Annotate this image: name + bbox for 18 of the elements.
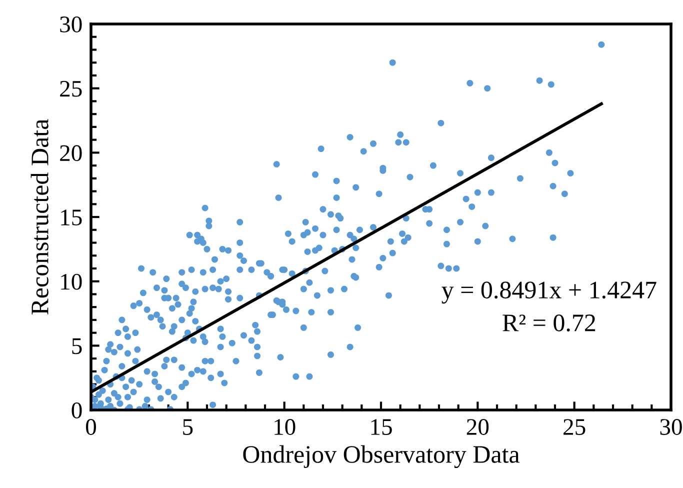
y-tick-label: 0 <box>72 402 82 418</box>
x-tick-label: 20 <box>466 419 489 435</box>
y-tick-label: 5 <box>72 338 82 354</box>
x-tick-label: 0 <box>86 419 96 435</box>
x-tick-label: 30 <box>660 419 682 435</box>
y-tick-label: 10 <box>61 274 82 290</box>
x-tick-label: 25 <box>564 419 586 435</box>
x-tick-label: 5 <box>183 419 193 435</box>
annotation: R² = 0.72 <box>502 314 596 332</box>
y-tick-label: 20 <box>60 145 82 162</box>
y-tick-label: 15 <box>61 210 82 226</box>
y-tick-label: 25 <box>60 80 82 97</box>
x-tick-label: 15 <box>371 419 392 435</box>
x-tick-label: 10 <box>274 419 296 435</box>
y-tick-label: 30 <box>60 16 82 32</box>
annotation: y = 0.8491x + 1.4247 <box>442 282 656 304</box>
x-axis-title: Ondrejov Observatory Data <box>243 445 520 468</box>
y-axis-title: Reconstructed Data <box>30 119 48 315</box>
